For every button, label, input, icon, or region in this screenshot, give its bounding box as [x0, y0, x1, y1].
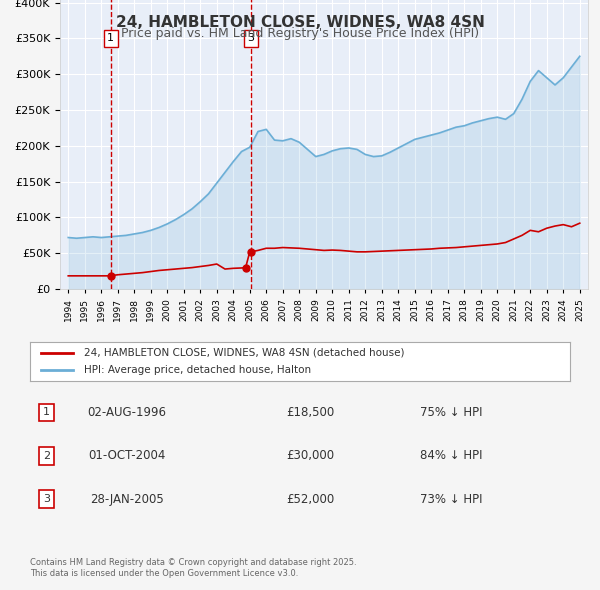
Text: 24, HAMBLETON CLOSE, WIDNES, WA8 4SN (detached house): 24, HAMBLETON CLOSE, WIDNES, WA8 4SN (de…: [84, 348, 404, 358]
Text: 24, HAMBLETON CLOSE, WIDNES, WA8 4SN: 24, HAMBLETON CLOSE, WIDNES, WA8 4SN: [116, 15, 484, 30]
Text: £18,500: £18,500: [287, 406, 335, 419]
Text: 75% ↓ HPI: 75% ↓ HPI: [420, 406, 482, 419]
Text: Price paid vs. HM Land Registry's House Price Index (HPI): Price paid vs. HM Land Registry's House …: [121, 27, 479, 40]
Text: 3: 3: [247, 34, 254, 43]
Text: 73% ↓ HPI: 73% ↓ HPI: [420, 493, 482, 506]
Text: 84% ↓ HPI: 84% ↓ HPI: [420, 450, 482, 463]
Text: 2: 2: [43, 451, 50, 461]
Text: This data is licensed under the Open Government Licence v3.0.: This data is licensed under the Open Gov…: [30, 569, 298, 578]
Text: HPI: Average price, detached house, Halton: HPI: Average price, detached house, Halt…: [84, 365, 311, 375]
Text: 01-OCT-2004: 01-OCT-2004: [89, 450, 166, 463]
Text: £52,000: £52,000: [287, 493, 335, 506]
Text: 1: 1: [107, 34, 115, 43]
Text: £30,000: £30,000: [287, 450, 335, 463]
Text: 02-AUG-1996: 02-AUG-1996: [88, 406, 167, 419]
Text: 1: 1: [43, 408, 50, 418]
Text: 28-JAN-2005: 28-JAN-2005: [91, 493, 164, 506]
Text: Contains HM Land Registry data © Crown copyright and database right 2025.: Contains HM Land Registry data © Crown c…: [30, 558, 356, 566]
Text: 3: 3: [43, 494, 50, 504]
